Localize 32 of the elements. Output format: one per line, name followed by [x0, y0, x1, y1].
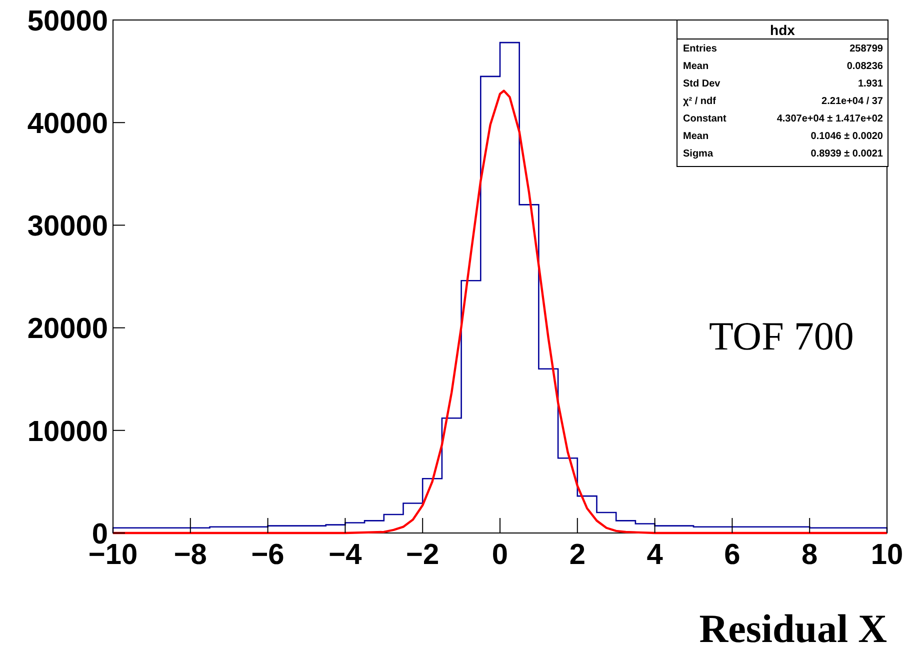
y-tick-label: 20000 [27, 313, 108, 346]
annotation: Entries [683, 44, 718, 55]
x-tick-label: 4 [646, 539, 663, 571]
annotation: hdx [770, 22, 796, 38]
x-tick-label: 10 [870, 539, 904, 571]
annotation: 0.8939 ± 0.0021 [810, 148, 884, 160]
x-tick-label: 6 [724, 539, 740, 571]
annotation: 4.307e+04 ± 1.417e+02 [776, 114, 884, 125]
x-tick-label: −6 [251, 539, 284, 571]
y-tick-label: 10000 [27, 416, 108, 448]
annotation: Sigma [683, 148, 714, 160]
annotation: Mean [683, 131, 709, 142]
annotation: Constant [683, 114, 727, 125]
y-tick-label: 40000 [27, 108, 108, 140]
annotation: 1.931 [858, 78, 884, 90]
x-tick-label: 0 [492, 539, 508, 571]
annotation: 0.1046 ± 0.0020 [810, 131, 884, 142]
y-tick-label: 50000 [27, 5, 108, 38]
annotation: χ² / ndf [683, 96, 717, 108]
x-tick-label: 2 [569, 539, 586, 571]
annotation: 258799 [850, 44, 884, 55]
x-tick-label: −2 [406, 539, 440, 571]
annotation: Std Dev [683, 78, 721, 90]
x-tick-label: −8 [174, 539, 207, 571]
annotation: TOF 700 [708, 313, 854, 358]
annotation: Mean [683, 61, 709, 72]
y-tick-label: 30000 [27, 210, 108, 243]
x-axis-title: Residual X [699, 606, 888, 651]
annotation: 0.08236 [846, 61, 884, 72]
x-tick-label: 8 [802, 539, 818, 571]
x-tick-label: −4 [328, 539, 362, 571]
annotation: 2.21e+04 / 37 [822, 96, 884, 108]
